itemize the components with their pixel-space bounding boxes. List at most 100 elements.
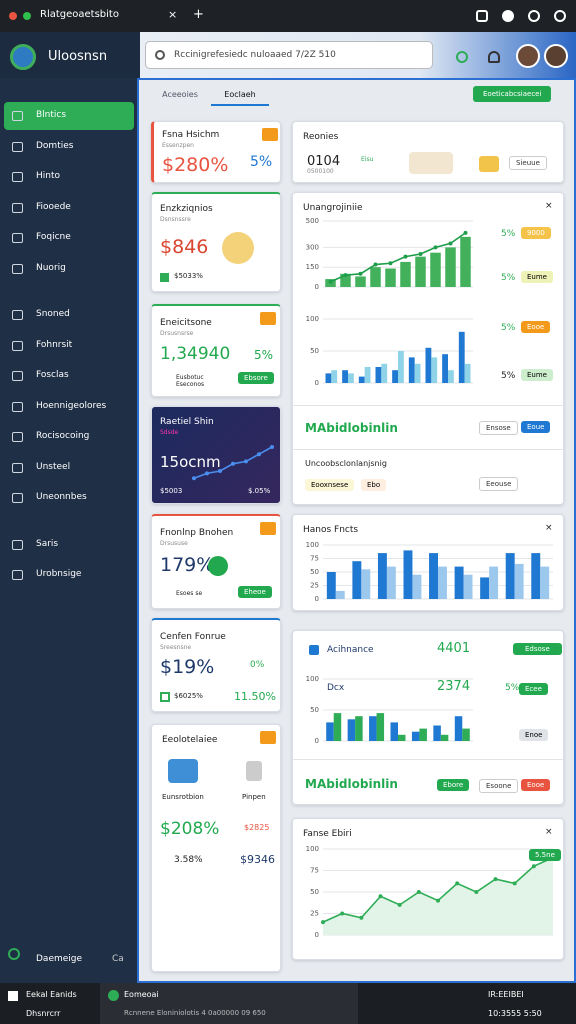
footer-badge: Ca <box>112 954 124 964</box>
card-note: $5033% <box>174 272 203 280</box>
point <box>343 273 348 278</box>
card-button[interactable]: Ebsore <box>238 372 274 384</box>
button[interactable]: Edsose <box>513 643 562 655</box>
bar <box>505 553 515 599</box>
bar <box>386 566 396 599</box>
new-tab[interactable]: + <box>193 7 204 22</box>
bar <box>355 276 366 287</box>
panel-footer: Uncoobsclonlanjsnig <box>305 459 387 468</box>
pill: Ecee <box>519 683 548 695</box>
card-note: 3.58% <box>174 855 203 865</box>
point <box>257 452 261 457</box>
card-subtitle: Sreesnsne <box>160 644 192 651</box>
search-box[interactable]: Rccinigrefesiedc nuloaaed 7/2Z 510 <box>145 41 433 69</box>
icon[interactable] <box>554 10 566 22</box>
point <box>463 230 468 235</box>
sidebar-item[interactable]: Hoennigeolores <box>4 393 134 421</box>
tab-active[interactable]: Eoclaeh <box>211 82 269 106</box>
button[interactable]: Eooe <box>521 779 551 791</box>
y-tick-label: 0 <box>315 737 319 745</box>
card-change: $.05% <box>248 487 271 495</box>
task-active[interactable]: Eomeoai Rcnnene Eloniniolotis 4 0a00000 … <box>100 983 358 1024</box>
button[interactable]: Esoone <box>479 779 519 793</box>
sidebar-label: Hinto <box>36 171 61 181</box>
bar <box>414 363 421 383</box>
bar <box>480 577 490 599</box>
task-app[interactable]: Dhsnrcrr <box>26 1009 61 1018</box>
avatar[interactable] <box>544 44 568 68</box>
sidebar-label: Domties <box>36 140 74 151</box>
sidebar-item[interactable]: Nuorig <box>4 255 134 283</box>
sparkline <box>192 445 274 481</box>
close[interactable]: × <box>545 201 553 211</box>
tab[interactable]: Aceeoies <box>162 90 198 99</box>
sidebar-item[interactable]: Fohnrsit <box>4 332 134 360</box>
sidebar-label: Nuorig <box>36 262 66 273</box>
y-tick-label: 0 <box>315 283 319 291</box>
card-note: Esoes se <box>176 590 203 597</box>
icon <box>12 310 23 320</box>
icon <box>12 432 23 442</box>
sidebar-item[interactable]: Urobnsige <box>4 561 134 589</box>
sidebar-item[interactable]: Saris <box>4 531 134 559</box>
icon[interactable] <box>476 10 488 22</box>
sidebar-item[interactable]: Fiooede <box>4 194 134 222</box>
button[interactable]: Enoe <box>519 729 549 741</box>
close-dot[interactable] <box>9 12 17 20</box>
bar <box>408 357 415 383</box>
bar <box>326 572 336 599</box>
card-change: $2825 <box>244 823 270 832</box>
label: Acihnance <box>327 645 374 655</box>
icon <box>12 233 23 243</box>
sidebar-label: Rocisocoing <box>36 431 90 441</box>
sidebar-item[interactable]: Foqicne <box>4 224 134 252</box>
sidebar-item[interactable]: Snoned <box>4 301 134 329</box>
task-app[interactable]: Eekal Eanids <box>26 990 77 999</box>
card-button[interactable]: Eheoe <box>238 586 272 598</box>
panel-button[interactable]: Sieuue <box>509 156 547 170</box>
pill-value: 5% <box>505 683 520 693</box>
button[interactable]: Ebore <box>437 779 470 791</box>
sidebar-item[interactable]: Rocisocoing <box>4 423 134 451</box>
sidebar-footer[interactable]: Daemeige <box>36 954 83 964</box>
strip: MAbidlobinlin <box>305 421 398 435</box>
point <box>474 890 479 894</box>
point <box>359 915 364 920</box>
max-dot[interactable] <box>23 12 31 20</box>
sidebar-item[interactable]: Domties <box>4 133 134 161</box>
bar <box>448 370 454 383</box>
card-title: Enzkziqnios <box>160 204 213 214</box>
bell[interactable] <box>488 51 500 63</box>
divider <box>293 449 563 450</box>
tab-close[interactable]: × <box>168 8 178 21</box>
sidebar-item[interactable]: Hinto <box>4 163 134 191</box>
close[interactable]: × <box>545 523 553 533</box>
sidebar-label: Hoennigeolores <box>36 400 107 411</box>
avatar[interactable] <box>516 44 540 68</box>
app-name: Uloosnsn <box>48 49 108 64</box>
y-tick-label: 100 <box>306 315 319 323</box>
sidebar-item[interactable]: Blntics <box>4 102 134 130</box>
close[interactable]: × <box>545 827 553 837</box>
sidebar-item[interactable]: Fosclas <box>4 362 134 390</box>
button[interactable]: Eeouse <box>479 477 519 491</box>
chart: 0 25 50 75 100 <box>306 845 555 939</box>
button[interactable]: Ensose <box>479 421 518 435</box>
header: Uloosnsn Rccinigrefesiedc nuloaaed 7/2Z … <box>0 32 576 78</box>
card-change: 5% <box>250 154 273 170</box>
sidebar-item[interactable]: Uneonnbes <box>4 484 134 512</box>
badge <box>262 128 278 141</box>
action-button[interactable]: Eoeticabcsiaecei <box>473 86 552 102</box>
icon[interactable] <box>456 51 468 63</box>
card-title: Cenfen Fonrue <box>160 632 226 642</box>
icon[interactable] <box>528 10 540 22</box>
sidebar-item[interactable]: Unsteel <box>4 454 134 482</box>
button[interactable]: Eoue <box>521 421 551 433</box>
y-tick-label: 100 <box>306 541 319 549</box>
item-label: Eunsrotbion <box>162 793 204 801</box>
badge <box>260 731 276 744</box>
icon <box>12 172 23 182</box>
badge: 5.5ne <box>529 849 561 861</box>
icon[interactable] <box>502 10 514 22</box>
card-note: $5003 <box>160 487 183 495</box>
